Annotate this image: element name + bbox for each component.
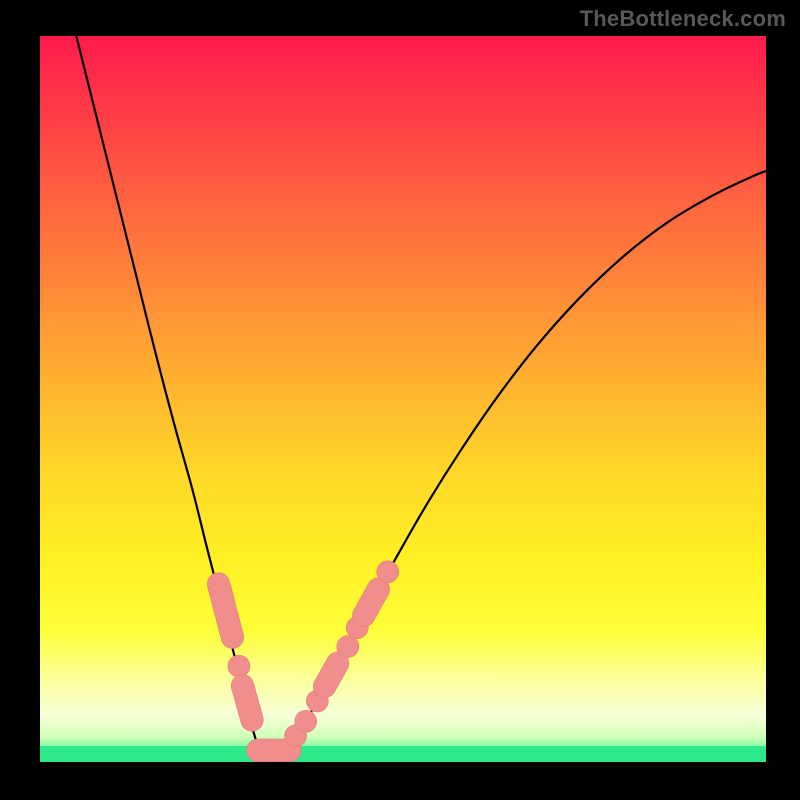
- watermark-text: TheBottleneck.com: [580, 6, 786, 32]
- gradient-background: [40, 36, 766, 762]
- plot-frame: [40, 36, 766, 762]
